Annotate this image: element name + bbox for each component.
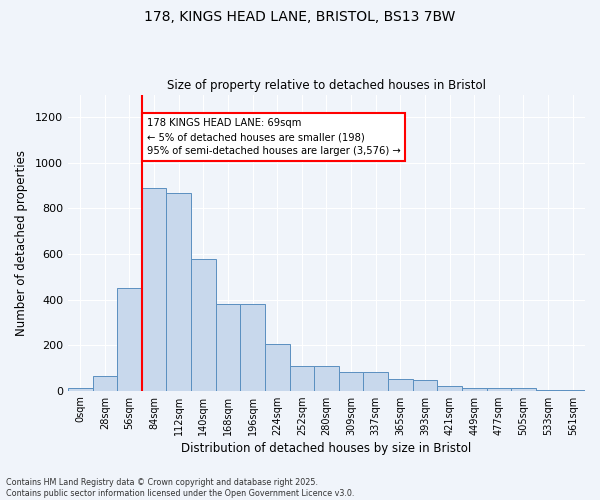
Bar [166, 192, 191, 390]
Bar [364, 372, 388, 390]
Bar [117, 288, 142, 390]
Text: 178, KINGS HEAD LANE, BRISTOL, BS13 7BW: 178, KINGS HEAD LANE, BRISTOL, BS13 7BW [145, 10, 455, 24]
Text: 178 KINGS HEAD LANE: 69sqm
← 5% of detached houses are smaller (198)
95% of semi: 178 KINGS HEAD LANE: 69sqm ← 5% of detac… [147, 118, 400, 156]
Bar [462, 388, 487, 390]
Bar [68, 388, 92, 390]
X-axis label: Distribution of detached houses by size in Bristol: Distribution of detached houses by size … [181, 442, 472, 455]
Y-axis label: Number of detached properties: Number of detached properties [15, 150, 28, 336]
Bar [388, 379, 413, 390]
Bar [92, 376, 117, 390]
Bar [191, 258, 215, 390]
Text: Contains HM Land Registry data © Crown copyright and database right 2025.
Contai: Contains HM Land Registry data © Crown c… [6, 478, 355, 498]
Bar [413, 380, 437, 390]
Bar [215, 304, 240, 390]
Title: Size of property relative to detached houses in Bristol: Size of property relative to detached ho… [167, 79, 486, 92]
Bar [240, 304, 265, 390]
Bar [290, 366, 314, 390]
Bar [142, 188, 166, 390]
Bar [487, 388, 511, 390]
Bar [437, 386, 462, 390]
Bar [314, 366, 339, 390]
Bar [265, 344, 290, 391]
Bar [339, 372, 364, 390]
Bar [511, 388, 536, 390]
